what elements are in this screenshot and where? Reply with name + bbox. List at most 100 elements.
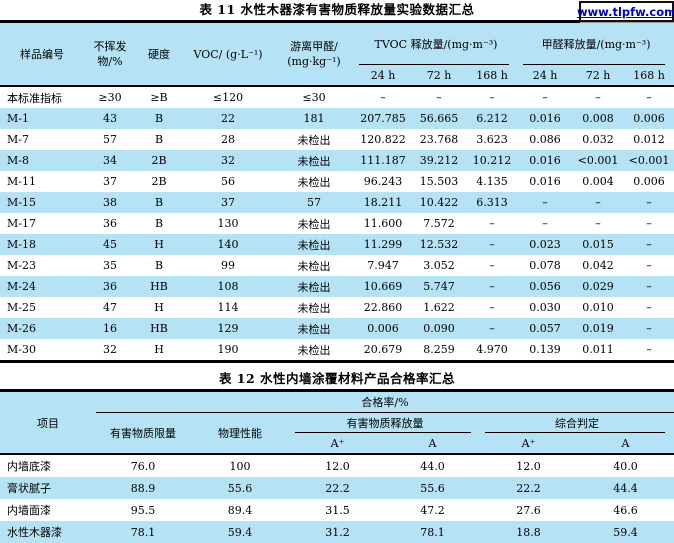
col-header-tvoc-72h: 72 h xyxy=(412,65,466,87)
table12-header-row-1: 项目 合格率/% xyxy=(0,390,674,455)
data-cell: 0.006 xyxy=(354,318,412,339)
row-label: M-8 xyxy=(0,150,84,171)
table12-title: 表 12 水性内墙涂覆材料产品合格率汇总 xyxy=(218,371,456,386)
data-cell: – xyxy=(595,217,601,230)
data-cell: HB xyxy=(136,318,182,339)
row-label: M-18 xyxy=(0,234,84,255)
data-cell: – xyxy=(542,217,548,230)
data-cell: 88.9 xyxy=(96,477,190,499)
data-cell: 78.1 xyxy=(385,521,480,543)
watermark-link[interactable]: www.tlpfw.com xyxy=(577,1,674,22)
data-cell: 44.4 xyxy=(577,477,674,499)
data-cell: 16 xyxy=(84,318,136,339)
data-cell: 未检出 xyxy=(274,234,354,255)
data-cell: 76.0 xyxy=(130,459,156,473)
data-cell: 未检出 xyxy=(297,217,331,231)
table-row: M-7 57 B 28 未检出 120.822 23.768 3.623 0.086 0.032 0… xyxy=(0,129,674,150)
data-cell: ≤30 xyxy=(302,91,326,104)
data-cell: 0.023 xyxy=(518,234,573,255)
data-cell: 31.5 xyxy=(325,503,350,517)
data-cell: 10.669 xyxy=(354,276,412,297)
col-header-release-a-plus: A⁺ xyxy=(290,433,385,455)
data-cell: 57 xyxy=(103,133,117,146)
table-row: M-17 36 B 130 未检出 11.600 7.572 – – – – xyxy=(0,213,674,234)
data-cell: 22.2 xyxy=(290,477,385,499)
data-cell: <0.001 xyxy=(572,150,625,171)
data-cell: 0.030 xyxy=(529,301,561,314)
table-row: M-11 37 2B 56 未检出 96.243 15.503 4.135 0.016 0.004… xyxy=(0,171,674,192)
data-cell: 27.6 xyxy=(516,503,541,517)
data-cell: 207.785 xyxy=(354,108,412,129)
data-cell: – xyxy=(595,91,601,104)
data-cell: 20.679 xyxy=(363,343,403,356)
data-cell: 22.2 xyxy=(480,477,577,499)
data-cell: 4.135 xyxy=(476,175,508,188)
data-cell: 0.032 xyxy=(582,133,614,146)
data-cell: 37 xyxy=(103,175,117,188)
data-cell: ≥B xyxy=(150,91,168,104)
data-cell: 0.010 xyxy=(582,301,614,314)
data-cell: 44.0 xyxy=(420,459,445,473)
data-cell: 0.006 xyxy=(624,108,674,129)
table11-body: 本标准指标 ≥30 ≥B ≤120 ≤30– – – – – – M-1 43 B 22 181 207.78… xyxy=(0,86,674,362)
data-cell: 0.015 xyxy=(572,234,625,255)
table12-header-row-2: 有害物质限量 物理性能 有害物质释放量 综合判定 xyxy=(0,412,674,455)
data-cell: 11.299 xyxy=(354,234,412,255)
data-cell: 40.0 xyxy=(613,459,638,473)
data-cell: 36 xyxy=(84,276,136,297)
data-cell: 未检出 xyxy=(297,259,331,273)
data-cell: 未检出 xyxy=(274,276,354,297)
data-cell: 22.860 xyxy=(363,301,403,314)
data-cell: 未检出 xyxy=(297,343,331,357)
row-label: M-1 xyxy=(0,108,84,129)
data-cell: 95.5 xyxy=(130,503,156,517)
col-header-free-formaldehyde: 游离甲醛/ (mg·kg⁻¹) xyxy=(274,21,354,87)
data-cell: 36 xyxy=(103,217,117,230)
data-cell: 8.259 xyxy=(423,343,455,356)
data-cell: 0.078 xyxy=(529,259,561,272)
header-line: 游离甲醛/ xyxy=(290,40,338,53)
data-cell: 46.6 xyxy=(613,503,638,517)
data-cell: 7.947 xyxy=(367,259,399,272)
data-cell: 130 xyxy=(217,217,239,230)
header-line: 不挥发 xyxy=(93,40,127,53)
data-cell: 47 xyxy=(103,301,117,314)
row-label: M-17 xyxy=(7,217,36,230)
row-label: M-25 xyxy=(7,301,36,314)
data-cell: – xyxy=(466,318,519,339)
data-cell: – xyxy=(489,259,495,272)
data-cell: 0.012 xyxy=(633,133,665,146)
data-cell: 31.2 xyxy=(290,521,385,543)
data-cell: 45 xyxy=(84,234,136,255)
data-cell: 0.090 xyxy=(412,318,466,339)
header-line: (mg·kg⁻¹) xyxy=(287,55,341,68)
data-cell: 96.243 xyxy=(363,175,403,188)
data-cell: – xyxy=(436,91,442,104)
data-cell: 56 xyxy=(221,175,235,188)
row-label: 膏状腻子 xyxy=(0,477,96,499)
col-header-physical-performance: 物理性能 xyxy=(190,412,290,455)
col-header-voc: VOC/ (g·L⁻¹) xyxy=(182,21,274,87)
data-cell: 3.623 xyxy=(476,133,508,146)
data-cell: 15.503 xyxy=(419,175,459,188)
data-cell: 37 xyxy=(182,192,274,213)
data-cell: – xyxy=(624,234,674,255)
col-header-item: 项目 xyxy=(0,390,96,455)
data-cell: 111.187 xyxy=(354,150,412,171)
data-cell: – xyxy=(380,91,386,104)
data-cell: 2B xyxy=(136,150,182,171)
table11-header-row-1: 样品编号 不挥发 物/% 硬度 VOC/ (g·L⁻¹) 游离甲醛/ (mg·k… xyxy=(0,21,674,87)
data-cell: HB xyxy=(136,276,182,297)
data-cell: 32 xyxy=(182,150,274,171)
data-cell: – xyxy=(646,91,652,104)
data-cell: 1.622 xyxy=(423,301,455,314)
table12: 项目 合格率/% 有害物质限量 物理性能 有害物质释放量 综合判定 A⁺ A A… xyxy=(0,389,674,543)
col-header-nonvolatile: 不挥发 物/% xyxy=(84,21,136,87)
data-cell: 0.019 xyxy=(572,318,625,339)
col-header-formaldehyde-24h: 24 h xyxy=(518,65,573,87)
data-cell: – xyxy=(572,192,625,213)
data-cell: – xyxy=(646,343,652,356)
data-cell: – xyxy=(466,276,519,297)
data-cell: 47.2 xyxy=(420,503,445,517)
